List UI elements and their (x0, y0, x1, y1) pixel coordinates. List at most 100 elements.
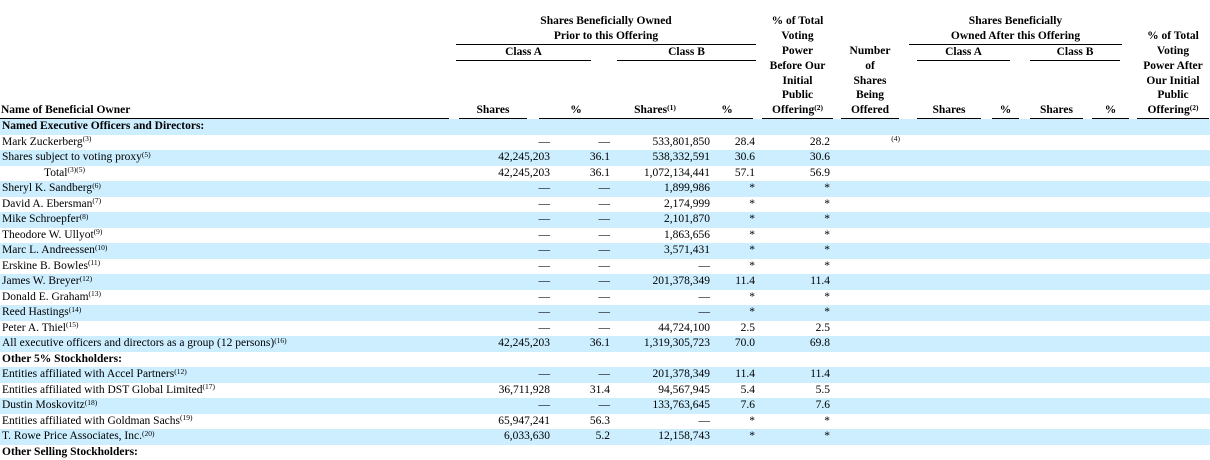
cell-voting-power-before: 11.4 (810, 275, 830, 287)
cell-owner-name: Entities affiliated with Accel Partners(… (0, 367, 452, 383)
cell-after-class-a-shares (905, 398, 985, 414)
cell-prior-class-a-pct: — (598, 290, 611, 303)
cell-voting-power-after (1136, 414, 1210, 430)
footnote-marker: (11) (87, 258, 101, 267)
cell-after-class-b-shares (1026, 228, 1090, 244)
cell-after-class-a-pct (985, 166, 1026, 182)
cell-after-class-b-pct (1090, 259, 1136, 275)
cell-owner-name: Mark Zuckerberg(3) (0, 135, 452, 151)
cell-after-class-a-shares (905, 274, 985, 290)
cell-voting-power-before: 5.5 (815, 383, 830, 396)
cell-shares-being-offered (835, 259, 905, 275)
cell-after-class-a-pct (985, 383, 1026, 399)
footnote-marker: (19) (180, 413, 193, 422)
footnote-marker: (12) (79, 274, 93, 283)
cell-after-class-a-shares (905, 166, 985, 182)
cell-after-class-b-shares (1026, 259, 1090, 275)
column-header-after-class-b-pct: % (1092, 103, 1129, 119)
cell-prior-class-b-pct: * (749, 244, 755, 256)
footnote-marker: (18) (84, 398, 98, 407)
cell-voting-power-after (1136, 150, 1210, 166)
cell-after-class-b-shares (1026, 135, 1090, 151)
cell-prior-class-b-shares: 2,101,870 (664, 213, 710, 225)
cell-shares-being-offered (835, 274, 905, 290)
cell-prior-class-b-shares: 2,174,999 (664, 197, 710, 210)
cell-prior-class-a-pct: — (598, 368, 611, 380)
cell-prior-class-b-pct: * (749, 228, 755, 241)
cell-shares-being-offered (835, 414, 905, 430)
column-group-prior-class-a: Class A (456, 45, 591, 61)
cell-voting-power-after (1136, 243, 1210, 259)
table-row: David A. Ebersman(7) — — 2,174,999 * * (0, 197, 1210, 213)
cell-prior-class-a-pct: — (598, 135, 611, 148)
cell-after-class-a-shares (905, 150, 985, 166)
cell-prior-class-b-shares: 1,899,986 (664, 182, 710, 194)
footnote-marker: (8) (79, 212, 89, 221)
cell-voting-power-before: * (824, 197, 830, 210)
owner-name: Theodore W. Ullyot (2, 228, 94, 241)
footnote-marker: (4) (891, 134, 900, 143)
cell-shares-being-offered (835, 321, 905, 337)
cell-voting-power-before: 11.4 (810, 368, 830, 380)
cell-after-class-a-shares (905, 383, 985, 399)
owner-name: Mark Zuckerberg (2, 135, 83, 148)
cell-voting-power-before: 56.9 (809, 166, 830, 179)
owner-name: T. Rowe Price Associates, Inc. (2, 430, 142, 442)
footnote-marker: (5) (141, 150, 151, 159)
cell-prior-class-b-pct: * (749, 182, 755, 194)
cell-prior-class-a-shares: — (538, 182, 551, 194)
cell-prior-class-a-shares: 42,245,203 (498, 166, 550, 179)
cell-shares-being-offered (835, 336, 905, 352)
cell-voting-power-before: * (824, 213, 830, 225)
cell-shares-being-offered (835, 197, 905, 213)
cell-after-class-a-pct (985, 336, 1026, 352)
cell-voting-power-after (1136, 274, 1210, 290)
table-row: Marc L. Andreessen(10) — — 3,571,431 * * (0, 243, 1210, 259)
table-row: James W. Breyer(12) — — 201,378,349 11.4 11.4 (0, 274, 1210, 290)
cell-prior-class-b-pct: 28.4 (734, 135, 755, 148)
column-header-prior-class-b-shares: Shares(1) (599, 103, 711, 119)
table-row: Total(3)(5) 42,245,203 36.1 1,072,134,441 57… (0, 166, 1210, 182)
table-body: Named Executive Officers and Directors: M… (0, 119, 1210, 460)
cell-voting-power-before: * (824, 259, 830, 272)
cell-after-class-b-pct (1090, 305, 1136, 321)
cell-after-class-b-pct (1090, 429, 1136, 445)
table-row: Sheryl K. Sandberg(6) — — 1,899,986 * * (0, 181, 1210, 197)
cell-prior-class-b-shares: — (698, 290, 711, 303)
cell-prior-class-a-shares: — (538, 135, 551, 148)
cell-after-class-a-shares (905, 212, 985, 228)
cell-prior-class-a-shares: — (538, 228, 551, 241)
cell-voting-power-before: 2.5 (815, 321, 830, 334)
cell-voting-power-before: * (824, 182, 830, 194)
cell-prior-class-a-pct: 31.4 (589, 383, 610, 396)
cell-shares-being-offered (835, 181, 905, 197)
cell-owner-name: James W. Breyer(12) (0, 274, 452, 290)
cell-prior-class-a-pct: — (598, 213, 611, 225)
cell-after-class-b-pct (1090, 166, 1136, 182)
cell-voting-power-after (1136, 336, 1210, 352)
column-header-prior-class-a-pct: % (539, 103, 613, 119)
cell-prior-class-b-shares: 201,378,349 (652, 275, 711, 287)
cell-prior-class-a-pct: 36.1 (589, 151, 610, 163)
cell-after-class-a-shares (905, 305, 985, 321)
cell-voting-power-after (1136, 228, 1210, 244)
cell-prior-class-a-pct: — (598, 399, 611, 411)
cell-after-class-a-pct (985, 321, 1026, 337)
table-row: Reed Hastings(14) — — — * * (0, 305, 1210, 321)
table-row: Donald E. Graham(13) — — — * * (0, 290, 1210, 306)
column-header-after-class-b-shares: Shares (1030, 103, 1083, 119)
column-header-after-class-a-shares: Shares (917, 103, 981, 119)
cell-owner-name: T. Rowe Price Associates, Inc.(20) (0, 429, 452, 445)
cell-after-class-b-shares (1026, 150, 1090, 166)
cell-owner-name: Shares subject to voting proxy(5) (0, 150, 452, 166)
cell-prior-class-a-pct: — (598, 182, 611, 194)
cell-prior-class-b-pct: * (749, 213, 755, 225)
owner-name: Marc L. Andreessen (2, 244, 95, 256)
cell-voting-power-before: * (824, 228, 830, 241)
footnote-marker: (3) (82, 134, 92, 143)
footnote-marker: (7) (92, 196, 102, 205)
cell-prior-class-b-shares: 94,567,945 (658, 383, 710, 396)
cell-prior-class-a-pct: 36.1 (589, 166, 610, 179)
owner-name: Mike Schroepfer (2, 213, 80, 225)
owner-name: Entities affiliated with DST Global Limi… (2, 383, 203, 396)
